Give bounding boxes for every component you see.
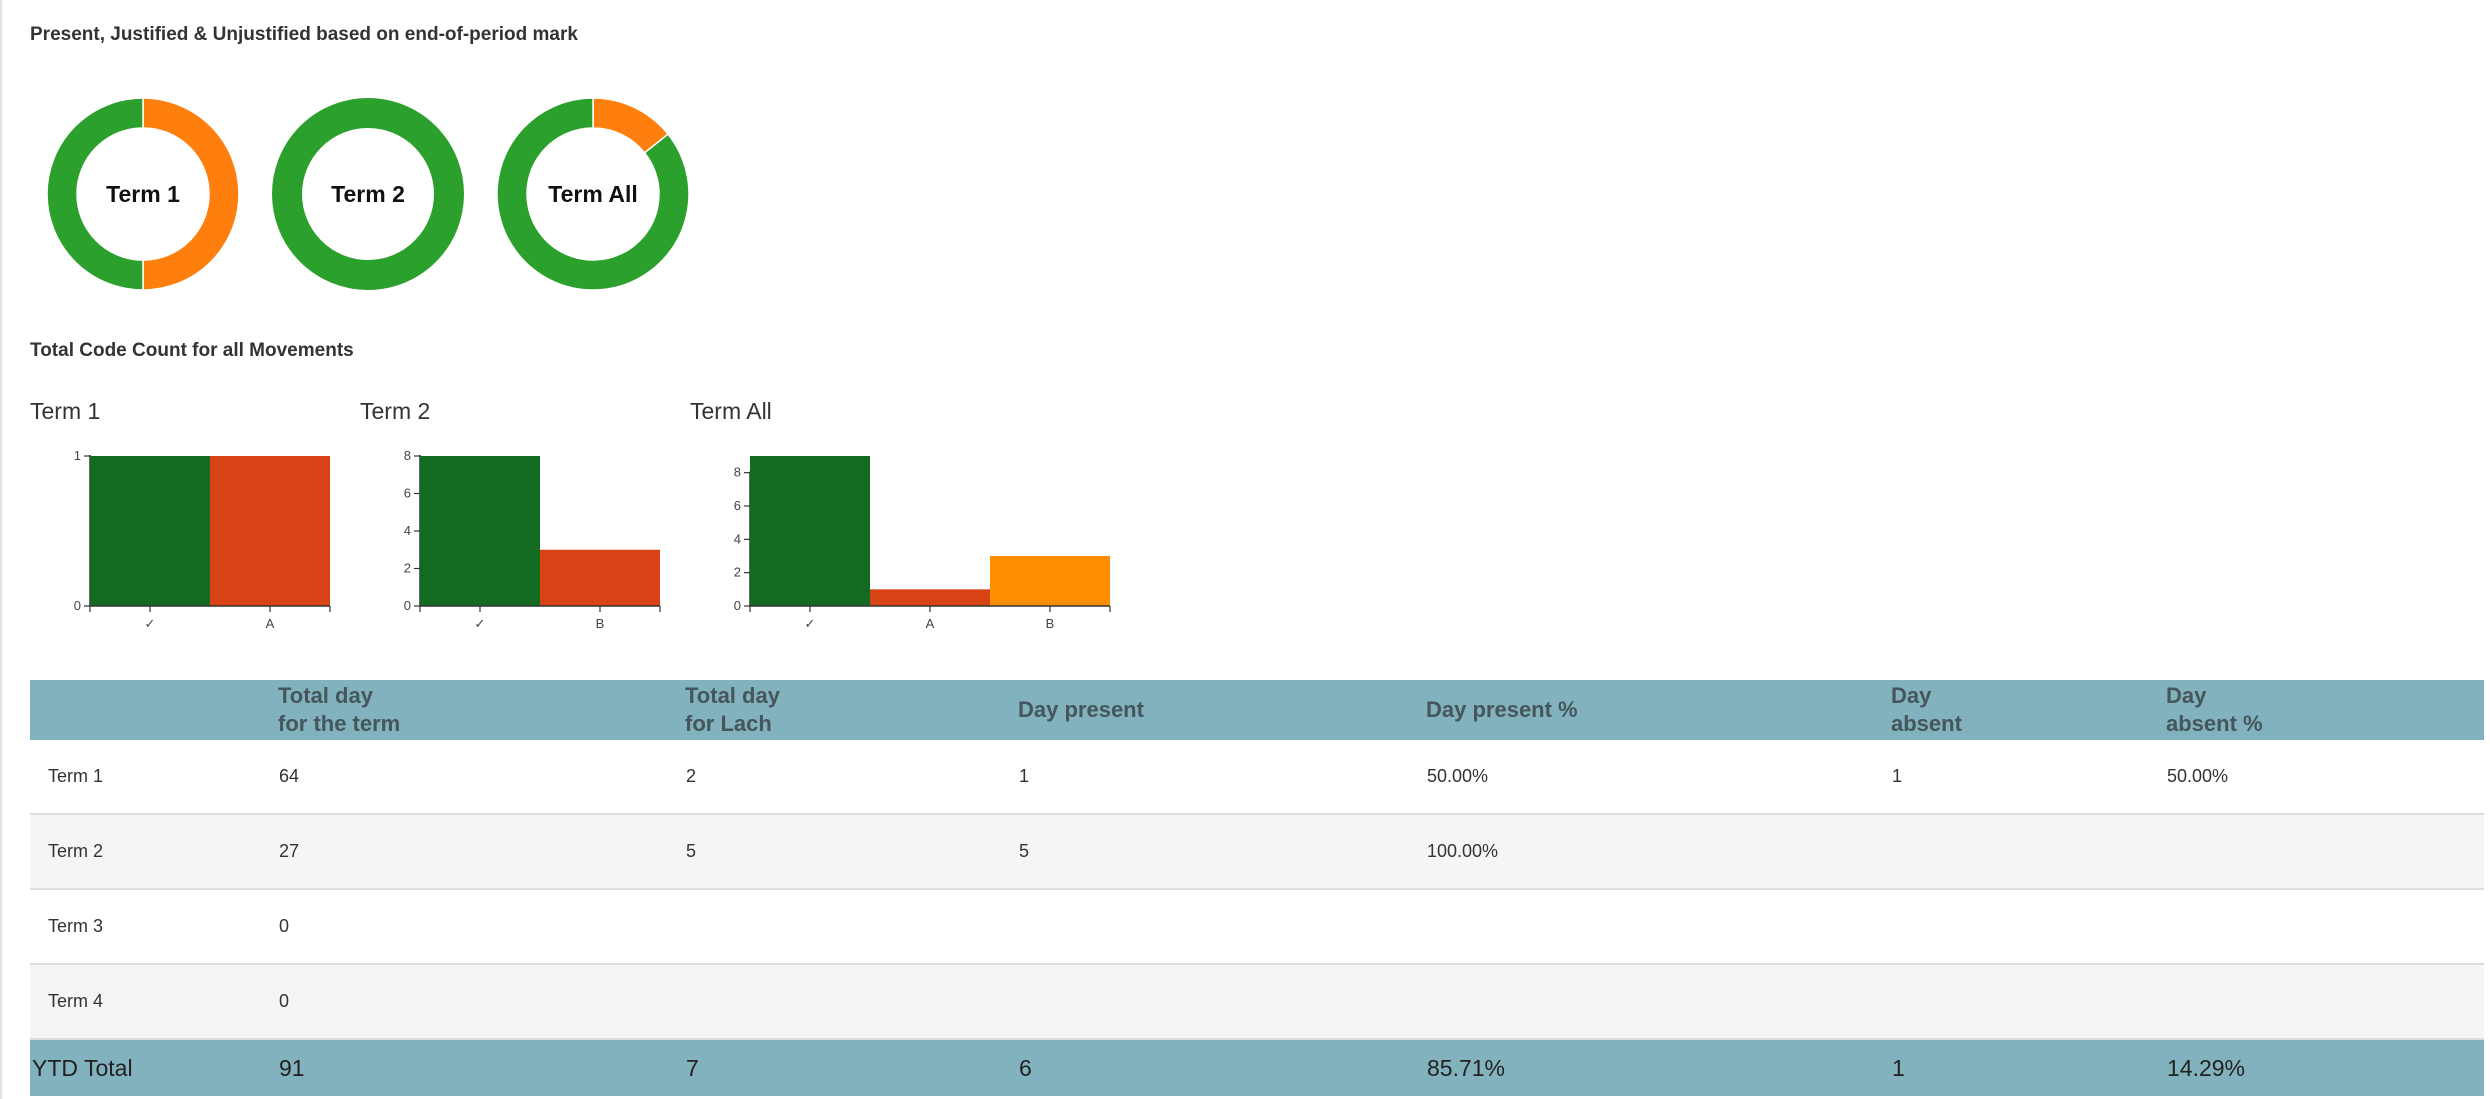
bar bbox=[420, 456, 540, 606]
table-cell bbox=[2166, 964, 2484, 1040]
header-cell-term bbox=[30, 680, 278, 740]
donut-term-all-label: Term All bbox=[548, 180, 638, 207]
bar bbox=[870, 589, 990, 606]
donut-term-1: Term 1 bbox=[43, 94, 243, 294]
table-cell bbox=[1018, 964, 1426, 1040]
table-cell: 50.00% bbox=[1426, 740, 1891, 815]
header-cell-day-present-pct: Day present % bbox=[1426, 680, 1891, 740]
header-cell-total-day-term: Total day for the term bbox=[278, 680, 685, 740]
y-tick-label: 4 bbox=[734, 531, 741, 546]
bar bbox=[750, 456, 870, 606]
section-title-present: Present, Justified & Unjustified based o… bbox=[30, 24, 578, 45]
table-cell: 5 bbox=[685, 814, 1018, 890]
donut-term-all: Term All bbox=[493, 94, 693, 294]
table-cell bbox=[685, 964, 1018, 1040]
table-cell bbox=[1891, 814, 2166, 890]
total-cell: 91 bbox=[278, 1039, 685, 1096]
table-row-term-1: Term 1 64 2 1 50.00% 1 50.00% bbox=[30, 740, 2484, 815]
bar bbox=[990, 556, 1110, 606]
table-row-term-4: Term 4 0 bbox=[30, 964, 2484, 1040]
table-cell: 27 bbox=[278, 814, 685, 890]
total-cell: 14.29% bbox=[2166, 1039, 2484, 1096]
table-cell: Term 1 bbox=[30, 740, 278, 815]
donut-slice bbox=[142, 97, 240, 291]
donut-slice bbox=[272, 98, 464, 290]
table-cell: 2 bbox=[685, 740, 1018, 815]
bar-chart-term-1: 0 1 ✓ A bbox=[74, 448, 331, 631]
header-cell-total-day-lach: Total day for Lach bbox=[685, 680, 1018, 740]
table-cell: 1 bbox=[1891, 740, 2166, 815]
total-cell: 1 bbox=[1891, 1039, 2166, 1096]
table-cell bbox=[1426, 889, 1891, 965]
table-row-term-2: Term 2 27 5 5 100.00% bbox=[30, 814, 2484, 890]
bar bbox=[540, 549, 660, 606]
attendance-table: Total day for the term Total day for Lach … bbox=[30, 680, 2484, 1096]
donut-term-2-label: Term 2 bbox=[331, 180, 405, 207]
x-tick-label: A bbox=[926, 616, 935, 631]
donut-term-all-svg bbox=[496, 97, 690, 291]
y-tick-label: 0 bbox=[734, 598, 741, 613]
y-tick-label: 8 bbox=[404, 448, 411, 463]
table-cell bbox=[1018, 889, 1426, 965]
table-cell: Term 4 bbox=[30, 964, 278, 1040]
header-cell-day-present: Day present bbox=[1018, 680, 1426, 740]
table-row-term-3: Term 3 0 bbox=[30, 889, 2484, 965]
left-border bbox=[0, 0, 2, 1099]
y-tick-label: 6 bbox=[734, 498, 741, 513]
x-tick-label: ✓ bbox=[805, 616, 816, 631]
table-cell: 50.00% bbox=[2166, 740, 2484, 815]
x-tick-label: B bbox=[1046, 616, 1055, 631]
table-cell bbox=[2166, 889, 2484, 965]
bar bbox=[90, 456, 210, 606]
y-tick-label: 8 bbox=[734, 465, 741, 480]
table-cell bbox=[1426, 964, 1891, 1040]
donut-term-2-svg bbox=[272, 98, 464, 290]
donut-term-2: Term 2 bbox=[268, 94, 468, 294]
total-cell: 7 bbox=[685, 1039, 1018, 1096]
header-cell-day-absent: Day absent bbox=[1891, 680, 2166, 740]
section-title-code-count: Total Code Count for all Movements bbox=[30, 340, 354, 361]
table-cell bbox=[1891, 964, 2166, 1040]
table-cell: Term 3 bbox=[30, 889, 278, 965]
y-tick-label: 1 bbox=[74, 448, 81, 463]
donut-slice bbox=[496, 97, 690, 291]
total-cell: 6 bbox=[1018, 1039, 1426, 1096]
table-row-ytd-total: YTD Total 91 7 6 85.71% 1 14.29% bbox=[30, 1039, 2484, 1096]
table-cell: 0 bbox=[278, 889, 685, 965]
bar-chart-term-2-title: Term 2 bbox=[360, 398, 431, 424]
bar-chart-term-all-title: Term All bbox=[690, 398, 772, 424]
total-cell: YTD Total bbox=[30, 1039, 278, 1096]
donut-term-1-svg bbox=[46, 97, 240, 291]
x-tick-label: B bbox=[596, 616, 605, 631]
donut-slice bbox=[46, 97, 144, 291]
x-tick-label: A bbox=[266, 616, 275, 631]
table-cell bbox=[2166, 814, 2484, 890]
table-cell bbox=[685, 889, 1018, 965]
bar-chart-term-all: 0 2 4 6 8 ✓ A B bbox=[734, 456, 1111, 631]
donut-term-1-label: Term 1 bbox=[106, 180, 180, 207]
y-tick-label: 0 bbox=[404, 598, 411, 613]
bar-chart-term-2: 0 2 4 6 8 ✓ B bbox=[404, 448, 661, 631]
table-header-row: Total day for the term Total day for Lach … bbox=[30, 680, 2484, 740]
total-cell: 85.71% bbox=[1426, 1039, 1891, 1096]
header-cell-day-absent-pct: Day absent % bbox=[2166, 680, 2484, 740]
x-tick-label: ✓ bbox=[145, 616, 156, 631]
table-cell: 100.00% bbox=[1426, 814, 1891, 890]
table-cell: 64 bbox=[278, 740, 685, 815]
table-cell: 0 bbox=[278, 964, 685, 1040]
bar-chart-term-1-title: Term 1 bbox=[30, 398, 101, 424]
y-tick-label: 0 bbox=[74, 598, 81, 613]
y-tick-label: 6 bbox=[404, 486, 411, 501]
y-tick-label: 4 bbox=[404, 523, 411, 538]
table-cell: 5 bbox=[1018, 814, 1426, 890]
y-tick-label: 2 bbox=[734, 565, 741, 580]
bar bbox=[210, 456, 330, 606]
table-cell bbox=[1891, 889, 2166, 965]
x-tick-label: ✓ bbox=[475, 616, 486, 631]
y-tick-label: 2 bbox=[404, 561, 411, 576]
table-cell: 1 bbox=[1018, 740, 1426, 815]
table-cell: Term 2 bbox=[30, 814, 278, 890]
